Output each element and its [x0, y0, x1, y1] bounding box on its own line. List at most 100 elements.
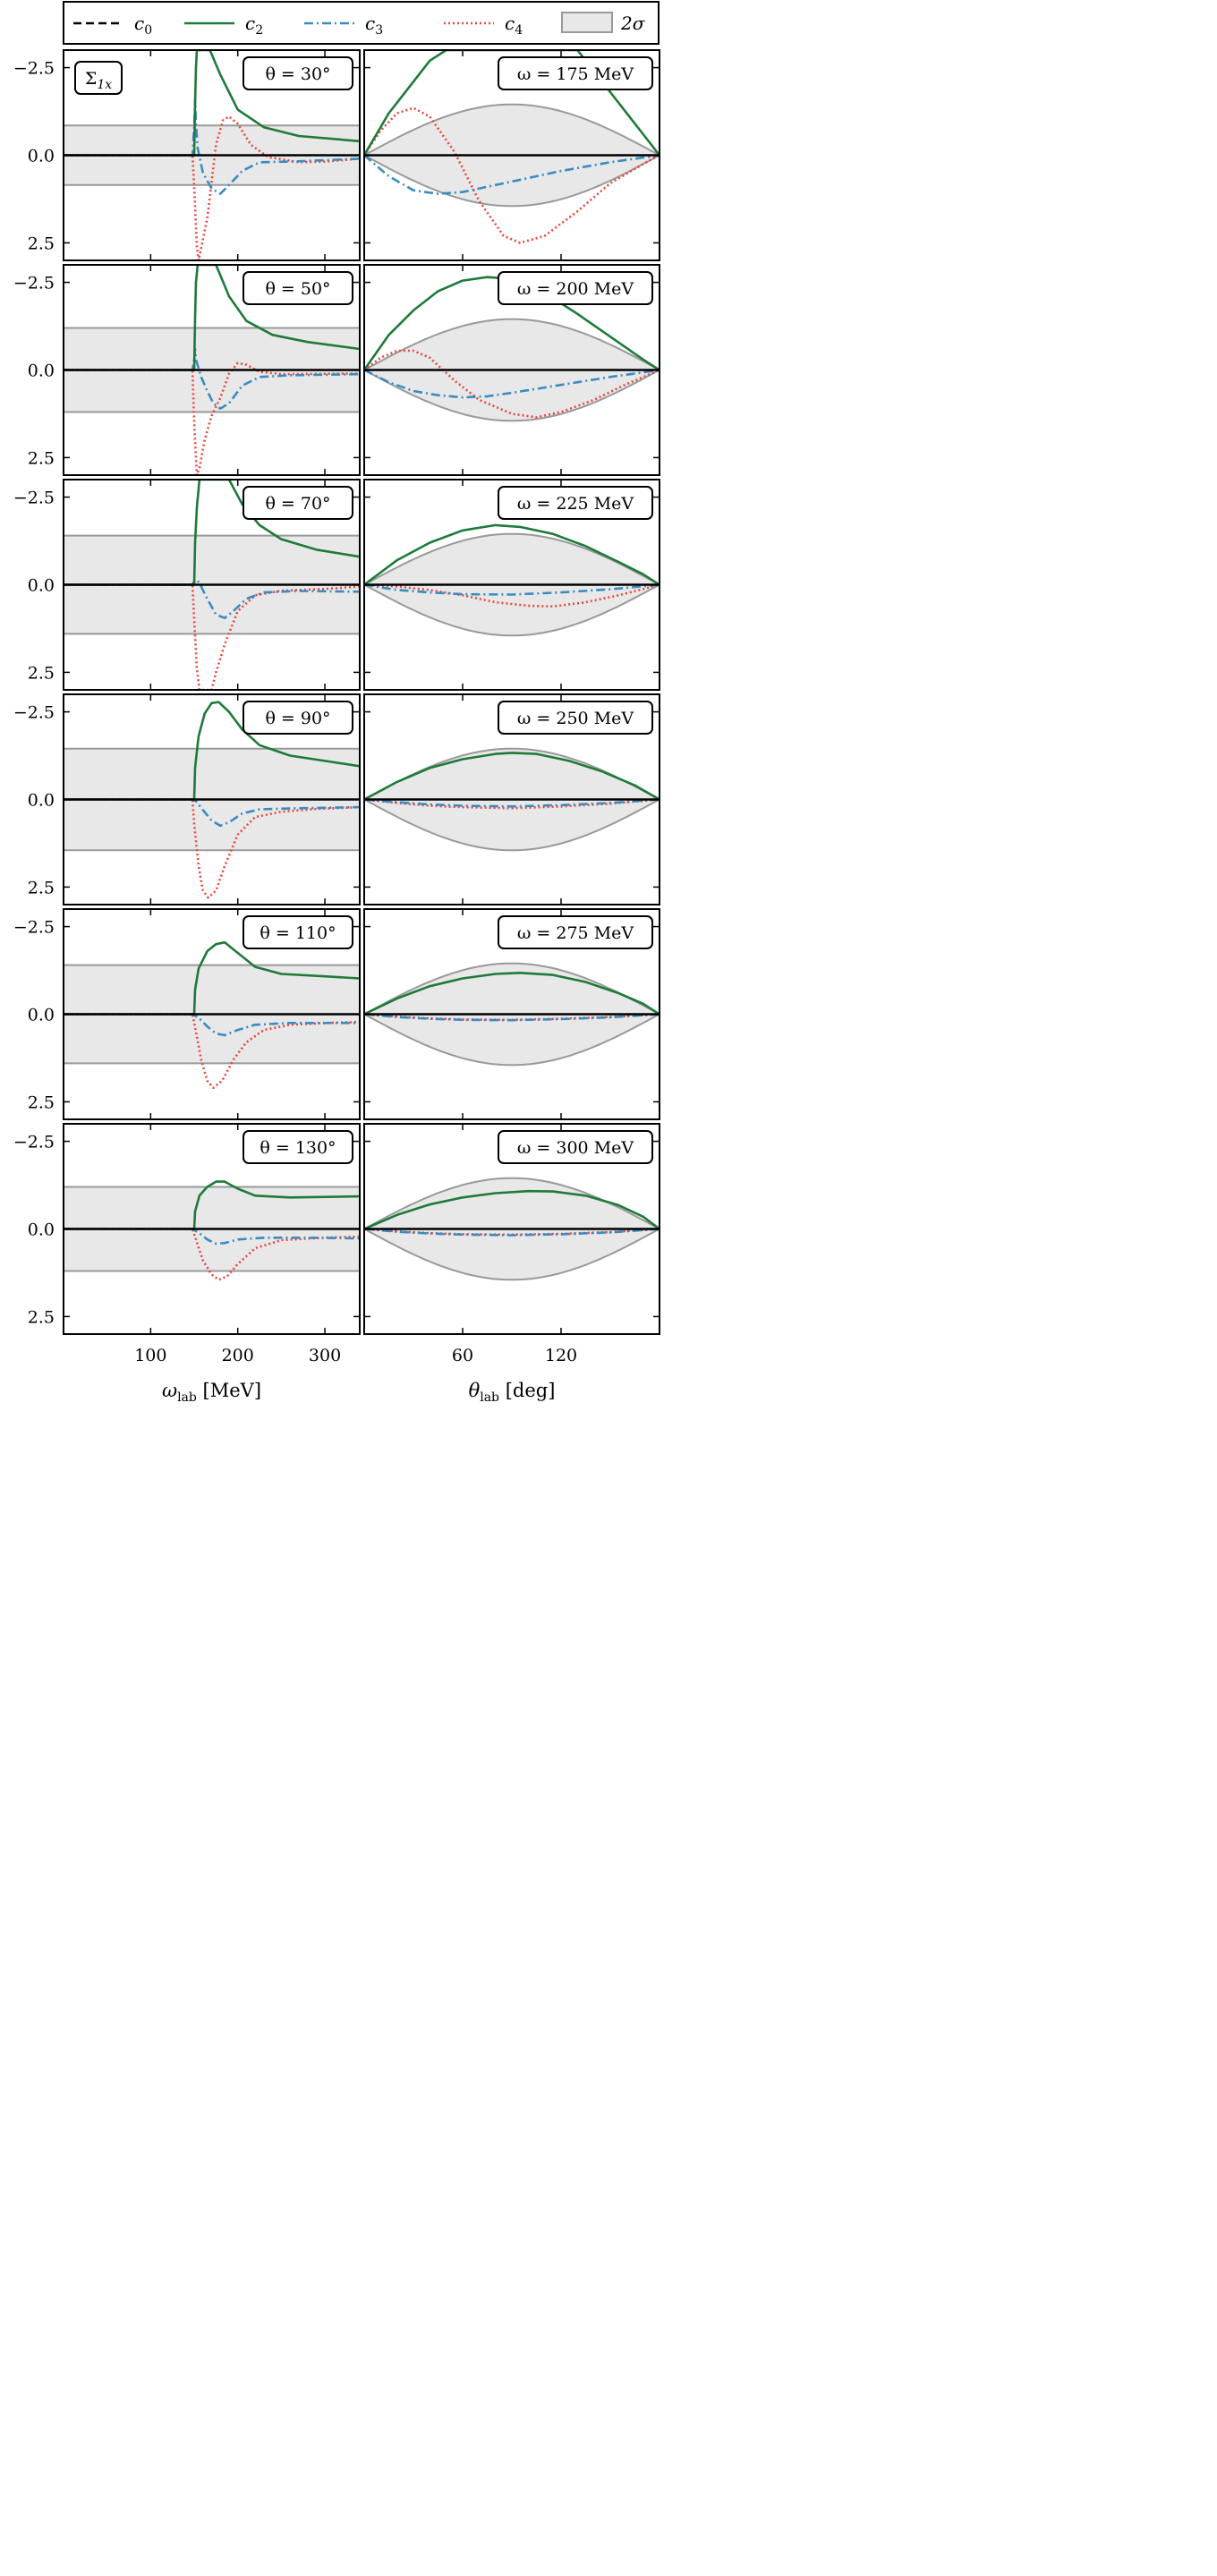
y-tick-label: 2.5	[28, 1092, 55, 1112]
omega-label-box	[498, 56, 653, 90]
theta-label-box	[243, 271, 353, 305]
plot-area	[64, 701, 360, 899]
y-tick-label: 0.0	[28, 1006, 55, 1025]
figure: c0 c2 c3 c4 2σ 2.5 0.0 −2.5 θ = 30° Σ1x ω = 175 M…	[13, 1, 660, 1403]
plot-area	[364, 962, 660, 1067]
sigma-band-upper	[364, 962, 660, 1016]
omega-label-box	[498, 701, 653, 735]
y-tick-label: 0.0	[28, 576, 55, 596]
x-tick-label-left: 300	[309, 1346, 341, 1365]
plot-area	[64, 1180, 360, 1281]
series-c4	[64, 115, 360, 260]
sigma-band-lower	[364, 154, 660, 208]
panel-right-row-5: ω = 275 MeV	[363, 908, 660, 1120]
observable-label-box	[74, 61, 123, 95]
legend-frame	[63, 1, 660, 45]
plot-area	[364, 276, 660, 422]
theta-label: θ = 90°	[265, 709, 330, 728]
plot-area	[364, 50, 660, 244]
sigma-band-lower	[364, 369, 660, 422]
plot-area	[64, 265, 360, 475]
series-c2	[64, 940, 360, 1016]
series-c3	[364, 369, 660, 399]
legend-label-c3: c3	[365, 13, 383, 38]
panel-left-row-3: 2.5 0.0 −2.5 θ = 70°	[13, 479, 361, 691]
x-axis-title-left: ωlab [MeV]	[162, 1380, 261, 1403]
omega-label-box	[498, 915, 653, 949]
theta-label: θ = 130°	[260, 1138, 336, 1158]
omega-label: ω = 225 MeV	[517, 494, 634, 514]
y-tick-label: 2.5	[28, 663, 55, 683]
y-tick-label: −2.5	[13, 274, 55, 293]
plot-area	[64, 940, 360, 1090]
legend-label-band: 2σ	[620, 13, 646, 34]
sigma-band-upper	[364, 103, 660, 157]
series-c2	[364, 1189, 660, 1230]
series-c4	[364, 583, 660, 608]
omega-label: ω = 200 MeV	[517, 279, 634, 299]
series-c3	[364, 798, 660, 808]
y-tick-label: 2.5	[28, 448, 55, 468]
series-c2	[64, 265, 360, 371]
sigma-band-upper	[364, 318, 660, 371]
plot-area	[64, 480, 360, 690]
x-tick-label-left: 200	[222, 1346, 254, 1365]
series-c3	[64, 347, 360, 410]
series-c4	[364, 106, 660, 244]
sigma-band-lower	[364, 798, 660, 852]
panel-left-row-2: 2.5 0.0 −2.5 θ = 50°	[13, 264, 361, 476]
panel-left-row-5: 2.5 0.0 −2.5 θ = 110°	[13, 908, 361, 1120]
omega-label-box	[498, 1130, 653, 1164]
y-tick-label: 0.0	[28, 1220, 55, 1240]
panel-right-row-6: ω = 300 MeV	[363, 1123, 660, 1335]
series-c2	[64, 480, 360, 586]
legend-label-c0: c0	[134, 13, 152, 38]
series-c3	[364, 154, 660, 195]
y-tick-label: 0.0	[28, 147, 55, 166]
panel-left-row-6: 2.5 0.0 −2.5 θ = 130°	[13, 1123, 361, 1335]
sigma-band-lower	[364, 583, 660, 637]
omega-label: ω = 250 MeV	[517, 709, 634, 728]
theta-label-box	[243, 915, 353, 949]
x-tick-label-right: 120	[545, 1346, 577, 1365]
theta-label-box	[243, 56, 353, 90]
plot-area	[364, 747, 660, 852]
series-c2	[364, 752, 660, 801]
theta-label: θ = 110°	[260, 923, 336, 943]
y-tick-label: 0.0	[28, 791, 55, 811]
panel-right-row-4: ω = 250 MeV	[363, 693, 660, 905]
x-axis-labels: 100 200 300 60 120 ωlab [MeV] θlab [deg]	[134, 1346, 577, 1403]
theta-label-box	[243, 701, 353, 735]
panel-right-row-3: ω = 225 MeV	[363, 479, 660, 691]
plot-area	[364, 1177, 660, 1281]
plot-area	[64, 50, 360, 260]
observable-label: Σ1x	[85, 69, 112, 92]
omega-label: ω = 175 MeV	[517, 64, 634, 84]
y-tick-label: −2.5	[13, 703, 55, 723]
panel-right-row-2: ω = 200 MeV	[363, 264, 660, 476]
series-c3	[364, 583, 660, 596]
legend-band-swatch	[561, 12, 613, 33]
y-tick-label: 2.5	[28, 234, 55, 253]
y-tick-label: −2.5	[13, 489, 55, 508]
sigma-band-lower	[364, 1228, 660, 1281]
panel-left-row-4: 2.5 0.0 −2.5 θ = 90°	[13, 693, 361, 905]
series-c2	[64, 1180, 360, 1230]
panel-left-row-1: 2.5 0.0 −2.5 θ = 30° Σ1x	[13, 49, 361, 261]
legend: c0 c2 c3 c4 2σ	[63, 1, 660, 45]
series-c4	[64, 798, 360, 899]
x-axis-title-right: θlab [deg]	[469, 1380, 556, 1403]
sigma-band-upper	[364, 532, 660, 586]
series-c3	[364, 1013, 660, 1022]
series-c2	[64, 701, 360, 801]
theta-label: θ = 30°	[265, 64, 330, 84]
series-c3	[64, 798, 360, 828]
theta-label: θ = 50°	[265, 279, 330, 299]
y-tick-label: 0.0	[28, 361, 55, 381]
series-c4	[64, 583, 360, 690]
theta-label-box	[243, 486, 353, 520]
series-c3	[64, 1013, 360, 1037]
legend-label-c2: c2	[245, 13, 263, 38]
y-tick-label: −2.5	[13, 1133, 55, 1152]
panel-grid: 2.5 0.0 −2.5 θ = 30° Σ1x ω = 175 MeV 2.5 0.0 −2.…	[13, 49, 660, 1335]
